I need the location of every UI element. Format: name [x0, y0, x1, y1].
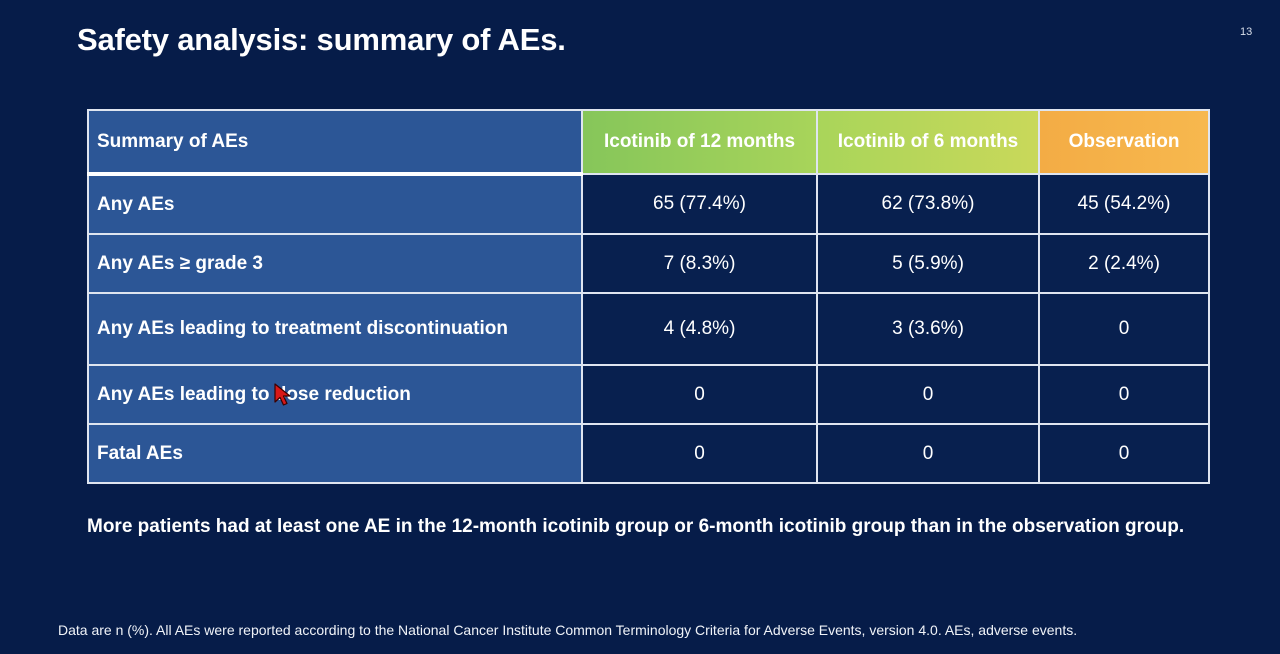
row-label-dose-reduction: Any AEs leading to dose reduction: [87, 364, 583, 425]
mouse-pointer-icon: [274, 383, 291, 406]
cell-observation: 45 (54.2%): [1038, 173, 1210, 235]
table-header-row: Summary of AEs Icotinib of 12 months Ico…: [87, 109, 1210, 176]
conclusion-text: More patients had at least one AE in the…: [87, 516, 1185, 537]
header-summary-of-aes: Summary of AEs: [87, 109, 583, 176]
cell-observation: 0: [1038, 292, 1210, 366]
table-row: Any AEs leading to treatment discontinua…: [87, 292, 1210, 366]
cell-icotinib-12: 4 (4.8%): [581, 292, 818, 366]
cell-icotinib-12: 0: [581, 364, 818, 425]
slide-title: Safety analysis: summary of AEs.: [77, 22, 566, 57]
row-label-treatment-discontinuation: Any AEs leading to treatment discontinua…: [87, 292, 583, 366]
table-row: Any AEs 65 (77.4%) 62 (73.8%) 45 (54.2%): [87, 173, 1210, 235]
table-row: Any AEs leading to dose reduction 0 0 0: [87, 364, 1210, 425]
cell-icotinib-6: 5 (5.9%): [816, 233, 1040, 294]
cell-observation: 0: [1038, 423, 1210, 484]
footnote: Data are n (%). All AEs were reported ac…: [58, 622, 1078, 638]
table-row: Any AEs ≥ grade 3 7 (8.3%) 5 (5.9%) 2 (2…: [87, 233, 1210, 294]
ae-summary-table: Summary of AEs Icotinib of 12 months Ico…: [87, 109, 1210, 484]
cell-observation: 2 (2.4%): [1038, 233, 1210, 294]
row-label-any-aes-grade-3: Any AEs ≥ grade 3: [87, 233, 583, 294]
page-number: 13: [1240, 26, 1253, 38]
table-row: Fatal AEs 0 0 0: [87, 423, 1210, 484]
cell-observation: 0: [1038, 364, 1210, 425]
row-label-fatal-aes: Fatal AEs: [87, 423, 583, 484]
cell-icotinib-6: 0: [816, 423, 1040, 484]
cell-icotinib-12: 7 (8.3%): [581, 233, 818, 294]
header-icotinib-6-months: Icotinib of 6 months: [816, 109, 1040, 175]
header-observation: Observation: [1038, 109, 1210, 175]
cell-icotinib-12: 0: [581, 423, 818, 484]
cell-icotinib-6: 3 (3.6%): [816, 292, 1040, 366]
header-icotinib-12-months: Icotinib of 12 months: [581, 109, 818, 175]
cell-icotinib-12: 65 (77.4%): [581, 173, 818, 235]
cell-icotinib-6: 62 (73.8%): [816, 173, 1040, 235]
row-label-any-aes: Any AEs: [87, 173, 583, 235]
cell-icotinib-6: 0: [816, 364, 1040, 425]
